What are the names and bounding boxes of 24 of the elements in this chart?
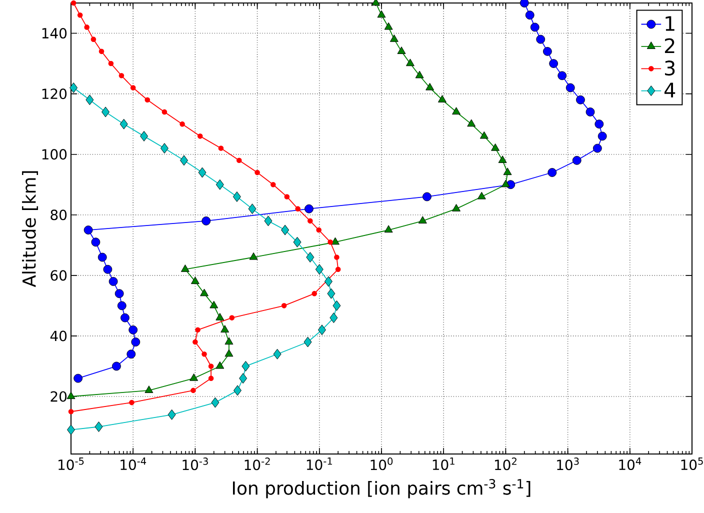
y-tick-label: 20: [50, 391, 67, 402]
x-tick-label: 10$^{-3}$: [182, 458, 208, 470]
legend-label: 2: [664, 38, 674, 54]
y-axis-title: Altitude [km]: [22, 171, 38, 288]
y-tick-label: 100: [42, 149, 67, 160]
x-tick-label: 10$^{2}$: [495, 458, 516, 470]
y-tick-label: 60: [50, 270, 67, 281]
x-tick-label: 10$^{1}$: [432, 458, 454, 470]
y-tick-label: 120: [42, 88, 67, 100]
legend-label: 1: [666, 16, 674, 31]
y-tick-label: 40: [50, 330, 67, 342]
x-tick-label: 10$^{-1}$: [306, 458, 332, 470]
x-tick-label: 10$^{-2}$: [244, 458, 270, 470]
y-tick-label: 80: [50, 210, 67, 220]
x-tick-label: 10$^{5}$: [681, 458, 703, 470]
x-tick-label: 10$^{-5}$: [58, 458, 84, 470]
x-axis-title: Ion production [ion pairs cm$^{-3}$ s$^{-1}$]: [233, 479, 530, 498]
x-tick-label: 10$^{3}$: [557, 458, 579, 470]
legend-label: 3: [665, 60, 675, 76]
x-tick-label: 10$^{4}$: [619, 458, 642, 470]
x-tick-label: 10$^{-4}$: [120, 458, 146, 470]
y-tick-label: 140: [42, 28, 67, 39]
legend-label: 4: [664, 82, 676, 98]
x-tick-label: 10$^{0}$: [370, 458, 393, 470]
